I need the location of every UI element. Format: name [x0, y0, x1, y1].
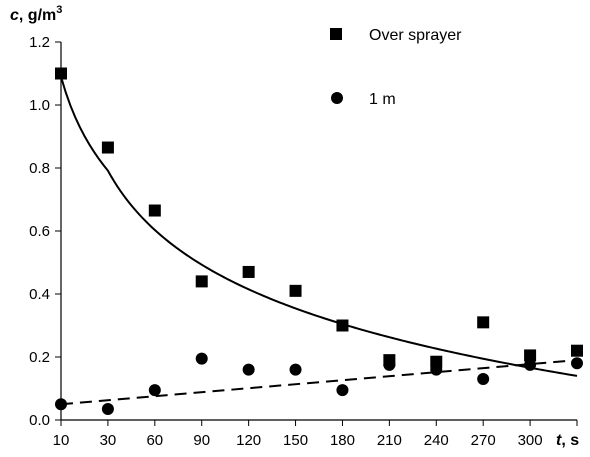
y-tick-label: 1.2 — [29, 34, 50, 51]
x-tick-label: 30 — [100, 432, 117, 449]
data-point-1m — [524, 359, 536, 371]
y-tick-label: 0.8 — [29, 160, 50, 177]
y-tick-label: 0.2 — [29, 349, 50, 366]
x-tick-label: 180 — [330, 432, 355, 449]
data-point-1m — [336, 384, 348, 396]
y-tick-label: 0.0 — [29, 412, 50, 429]
x-tick-label: 300 — [518, 432, 543, 449]
data-point-1m — [430, 364, 442, 376]
legend-marker-square — [330, 28, 342, 40]
x-tick-label: 120 — [236, 432, 261, 449]
data-point-over-sprayer — [196, 275, 208, 287]
data-point-1m — [290, 364, 302, 376]
x-tick-label: 240 — [424, 432, 449, 449]
y-tick-label: 1.0 — [29, 97, 50, 114]
x-tick-label: 10 — [53, 432, 70, 449]
data-point-over-sprayer — [571, 345, 583, 357]
legend-marker-circle — [331, 92, 343, 104]
y-tick-label: 0.4 — [29, 286, 50, 303]
data-point-over-sprayer — [290, 285, 302, 297]
x-tick-label: 60 — [146, 432, 163, 449]
trendline-1m — [61, 360, 577, 404]
data-point-1m — [571, 357, 583, 369]
x-tick-label: 150 — [283, 432, 308, 449]
data-point-1m — [477, 373, 489, 385]
x-axis-ticks: 10 30 60 90 120 150 180 210 240 270 300 — [53, 420, 577, 449]
data-point-over-sprayer — [149, 205, 161, 217]
legend-label-over-sprayer: Over sprayer — [369, 27, 462, 44]
x-tick-label: 90 — [193, 432, 210, 449]
data-point-1m — [243, 364, 255, 376]
y-axis-title: c, g/m3 — [10, 4, 62, 24]
legend-label-1m: 1 m — [369, 91, 396, 108]
x-axis-title: t, s — [556, 432, 579, 449]
data-point-over-sprayer — [102, 142, 114, 154]
data-point-over-sprayer — [55, 68, 67, 80]
data-point-1m — [383, 359, 395, 371]
data-point-over-sprayer — [336, 320, 348, 332]
data-point-over-sprayer — [477, 316, 489, 328]
data-point-1m — [55, 398, 67, 410]
trendline-over-sprayer — [61, 77, 577, 376]
data-point-1m — [196, 353, 208, 365]
trendlines — [61, 77, 577, 405]
data-point-1m — [149, 384, 161, 396]
x-tick-label: 210 — [377, 432, 402, 449]
data-point-over-sprayer — [243, 266, 255, 278]
legend: Over sprayer 1 m — [330, 27, 462, 108]
x-tick-label: 270 — [471, 432, 496, 449]
y-axis-ticks: 0.0 0.2 0.4 0.6 0.8 1.0 1.2 — [29, 34, 61, 429]
y-tick-label: 0.6 — [29, 223, 50, 240]
data-point-1m — [102, 403, 114, 415]
